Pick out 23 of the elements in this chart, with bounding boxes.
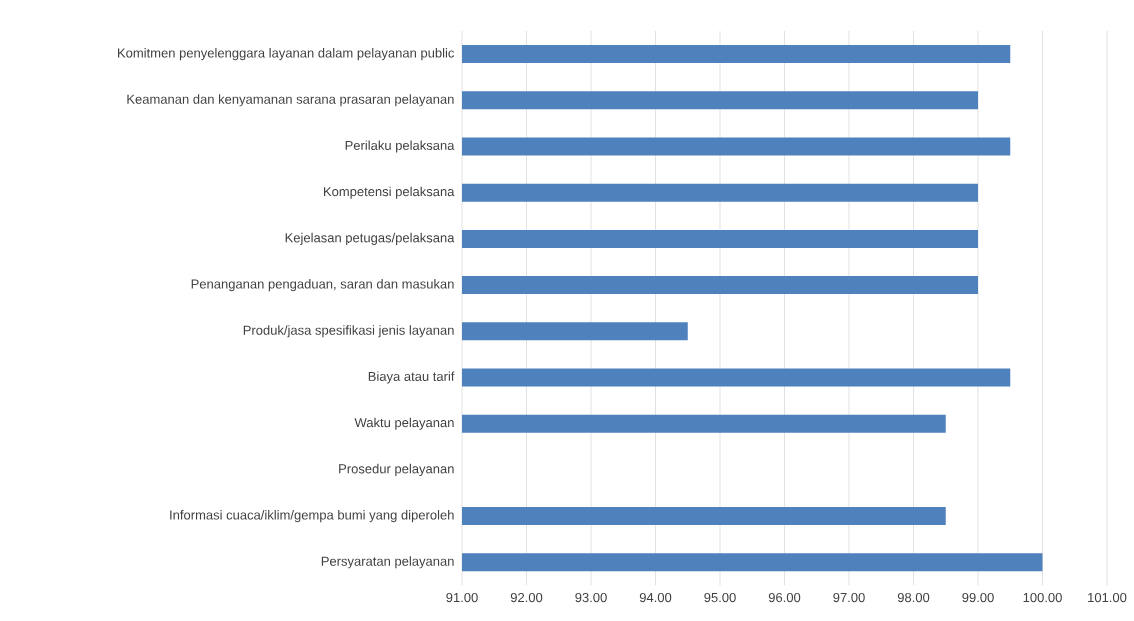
y-tick-label: Prosedur pelayanan	[339, 463, 454, 476]
x-tick-label: 93.00	[575, 592, 607, 603]
y-tick-label: Kejelasan petugas/pelaksana	[285, 232, 455, 245]
x-tick-label: 98.00	[897, 592, 930, 603]
x-tick-label: 94.00	[639, 592, 672, 603]
y-tick-label: Produk/jasa spesifikasi jenis layanan	[243, 325, 454, 338]
x-tick-label: 101.00	[1088, 592, 1127, 603]
y-tick-label: Komitmen penyelenggara layanan dalam pelayanan public	[118, 48, 455, 61]
x-tick-label: 95.00	[704, 592, 736, 603]
y-tick-label: Waktu pelayanan	[354, 417, 454, 430]
y-tick-label: Persyaratan pelayanan	[321, 556, 454, 569]
y-tick-label: Informasi cuaca/iklim/gempa bumi yang diperoleh	[170, 510, 454, 523]
x-tick-label: 100.00	[1023, 592, 1062, 603]
x-tick-label: 96.00	[768, 592, 801, 603]
y-tick-label: Penanganan pengaduan, saran dan masukan	[191, 279, 454, 292]
y-tick-label: Perilaku pelaksana	[345, 140, 455, 153]
x-tick-label: 97.00	[833, 592, 865, 603]
x-tick-label: 92.00	[510, 592, 543, 603]
y-tick-label: Kompetensi pelaksana	[324, 186, 455, 199]
x-tick-label: 99.00	[962, 592, 994, 603]
x-tick-label: 91.00	[446, 592, 478, 603]
y-tick-label: Keamanan dan kenyamanan sarana prasaran pelayanan	[127, 94, 454, 107]
y-tick-label: Biaya atau tarif	[368, 371, 455, 384]
